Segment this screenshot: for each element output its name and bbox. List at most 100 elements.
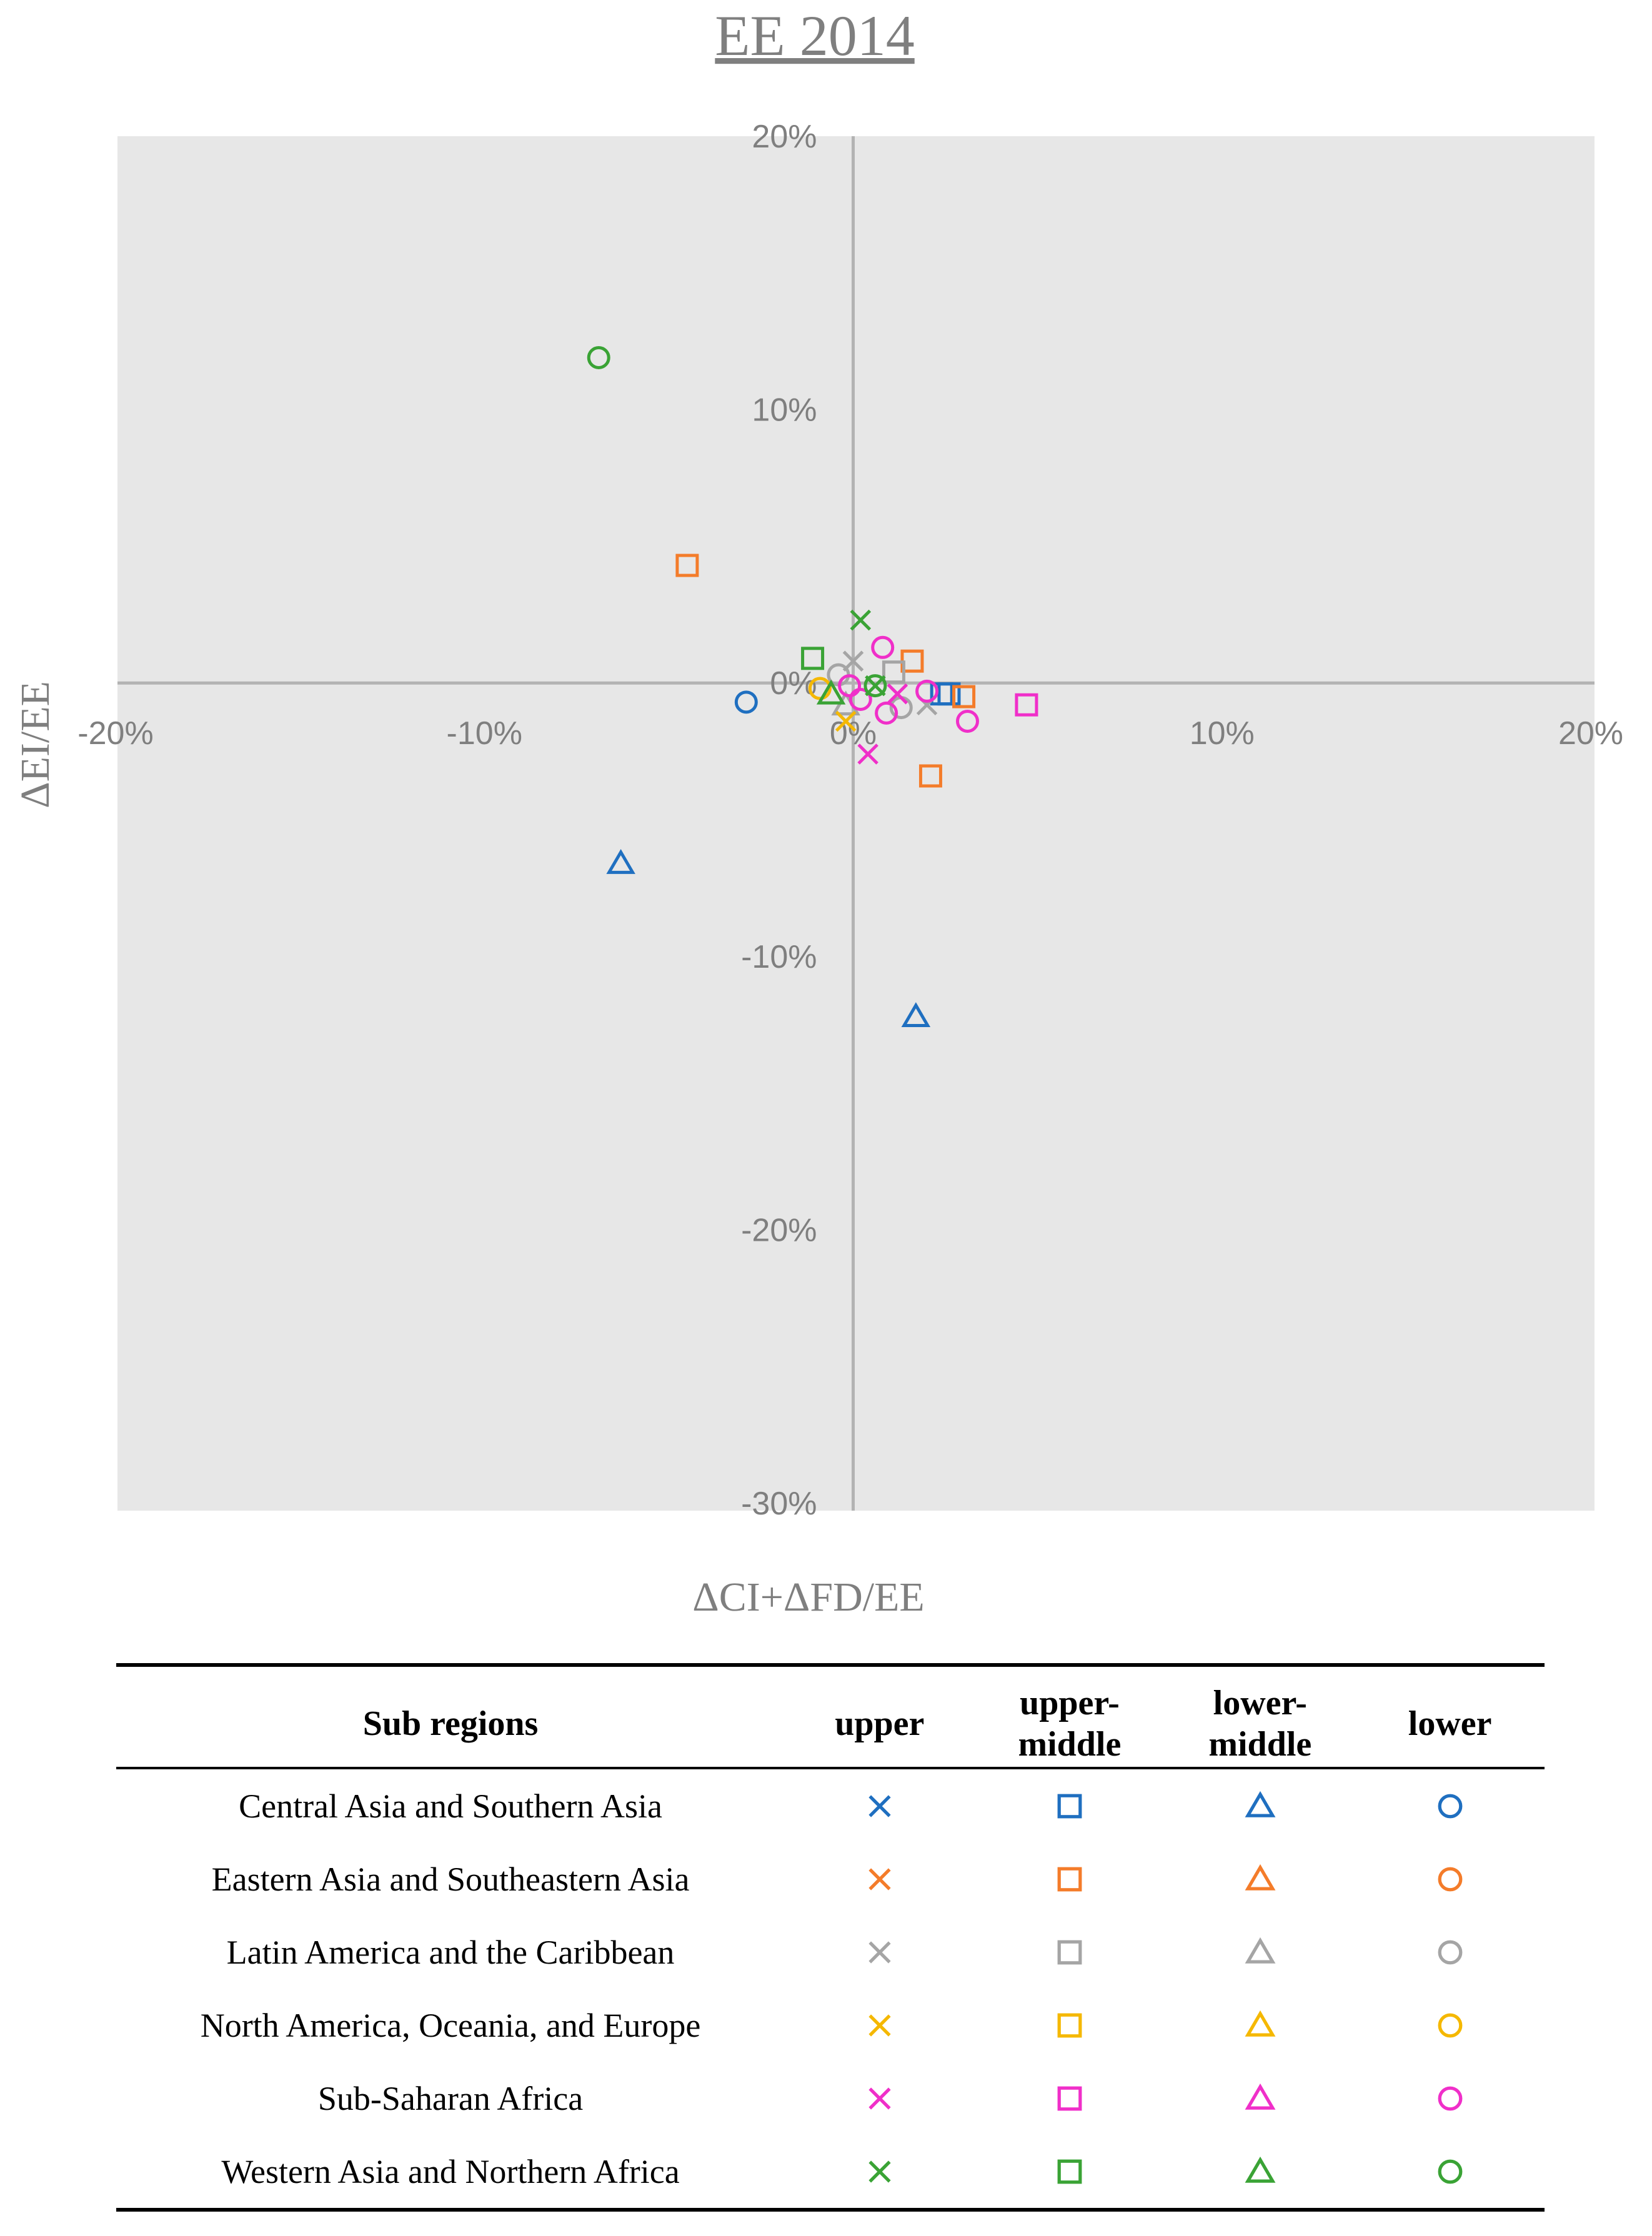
triangle-marker-icon: [1245, 1937, 1276, 1964]
legend-square-marker: [1057, 1794, 1082, 1818]
data-point-square: [801, 647, 825, 670]
legend-row: Western Asia and Northern Africa: [116, 2135, 1545, 2210]
legend-marker-cell: [1165, 1989, 1355, 2062]
legend-x-marker: [868, 2014, 891, 2037]
legend-marker-cell: [1165, 2135, 1355, 2210]
legend-row: Sub-Saharan Africa: [116, 2062, 1545, 2135]
x-tick-label: -10%: [447, 715, 522, 752]
data-point-circle: [734, 690, 758, 714]
data-point-x: [850, 609, 872, 631]
data-point-square: [952, 685, 976, 708]
legend-marker-cell: [1165, 2062, 1355, 2135]
data-point-circle: [863, 674, 887, 698]
legend-marker-cell: [1355, 1768, 1545, 1842]
legend-marker-cell: [974, 2062, 1165, 2135]
x-tick-label: -20%: [77, 715, 153, 752]
x-marker-icon: [868, 1940, 891, 1964]
square-marker-icon: [1057, 1940, 1082, 1964]
axes-layer: [117, 136, 1595, 1511]
legend-square-marker: [1057, 2086, 1082, 2110]
data-points-layer: [587, 345, 1038, 1027]
triangle-marker-icon: [1245, 2010, 1276, 2037]
data-point-circle: [848, 687, 872, 711]
y-tick-label: -20%: [741, 1212, 817, 1248]
square-marker-icon: [1057, 2086, 1082, 2110]
legend-marker-cell: [974, 1768, 1165, 1842]
chart-title: EE 2014: [715, 4, 914, 67]
x-marker-icon: [868, 2014, 891, 2037]
legend-x-marker: [868, 1794, 891, 1817]
data-point-square: [918, 764, 942, 788]
legend-marker-cell: [974, 1842, 1165, 1916]
circle-marker-icon: [1438, 1794, 1463, 1818]
legend-square-marker: [1057, 2159, 1082, 2184]
legend-square-marker: [1057, 2013, 1082, 2037]
legend-circle-marker: [1438, 2159, 1463, 2184]
data-point-x: [857, 743, 878, 765]
circle-marker-icon: [1438, 2013, 1463, 2037]
header-upper-middle-line2: middle: [1018, 1725, 1122, 1764]
legend-circle-marker: [1438, 2013, 1463, 2037]
legend-row: Latin America and the Caribbean: [116, 1916, 1545, 1989]
header-upper: upper: [835, 1704, 925, 1743]
data-point-triangle: [901, 1002, 931, 1027]
y-tick-label: 0%: [770, 665, 817, 702]
data-point-circle: [838, 674, 862, 698]
legend-square-marker: [1057, 1940, 1082, 1964]
data-point-triangle: [606, 849, 635, 874]
legend-marker-cell: [1355, 1842, 1545, 1916]
legend-marker-cell: [785, 2062, 974, 2135]
header-sub-regions: Sub regions: [362, 1704, 539, 1743]
legend-marker-cell: [1355, 1989, 1545, 2062]
header-upper-middle-line1: upper-: [1020, 1684, 1120, 1722]
x-marker-icon: [868, 2087, 891, 2110]
legend-row: Eastern Asia and Southeastern Asia: [116, 1842, 1545, 1916]
y-tick-label: -30%: [741, 1486, 817, 1522]
header-upper-middle: upper-middle: [974, 1665, 1165, 1768]
header-lower-middle-line2: middle: [1208, 1725, 1312, 1764]
legend-marker-cell: [1355, 1916, 1545, 1989]
legend-triangle-marker: [1245, 1791, 1276, 1817]
data-point-square: [675, 554, 699, 577]
data-point-square: [937, 682, 961, 706]
x-marker-icon: [868, 1794, 891, 1817]
legend-x-marker: [868, 2160, 891, 2183]
legend-circle-marker: [1438, 1867, 1463, 1891]
data-point-triangle: [816, 679, 846, 705]
y-axis-title: ΔEI/EE: [12, 681, 58, 808]
y-tick-label: -10%: [741, 939, 817, 975]
legend-marker-cell: [1165, 1916, 1355, 1989]
legend-row: Central Asia and Southern Asia: [116, 1768, 1545, 1842]
legend-triangle-marker: [1245, 1864, 1276, 1891]
data-point-square: [1015, 693, 1038, 717]
legend-x-marker: [868, 1940, 891, 1964]
legend-body: Central Asia and Southern Asia Eastern As…: [116, 1768, 1545, 2210]
legend-circle-marker: [1438, 1794, 1463, 1818]
scatter-chart: EE 2014 -20% -10% 0% 10% 20%20%10%0%-10%-20%…: [12, 4, 1623, 1620]
data-point-square: [882, 660, 905, 684]
header-lower: lower: [1408, 1704, 1492, 1743]
triangle-marker-icon: [1245, 2156, 1276, 2183]
x-marker-icon: [868, 1867, 891, 1891]
x-tick-label: 20%: [1558, 715, 1623, 752]
legend-triangle-marker: [1245, 2083, 1276, 2110]
legend-region-label: North America, Oceania, and Europe: [200, 2006, 701, 2044]
legend-triangle-marker: [1245, 1937, 1276, 1964]
data-point-circle: [875, 701, 898, 725]
legend-marker-cell: [785, 2135, 974, 2210]
legend-triangle-marker: [1245, 2156, 1276, 2183]
legend-x-marker: [868, 1867, 891, 1891]
data-point-x: [835, 710, 857, 732]
legend-square-marker: [1057, 1867, 1082, 1891]
legend-marker-cell: [1165, 1842, 1355, 1916]
header-lower-middle-line1: lower-: [1213, 1684, 1307, 1722]
circle-marker-icon: [1438, 1867, 1463, 1891]
circle-marker-icon: [1438, 2159, 1463, 2184]
legend-marker-cell: [1355, 2135, 1545, 2210]
triangle-marker-icon: [1245, 2083, 1276, 2110]
x-tick-label: 0%: [830, 715, 877, 752]
square-marker-icon: [1057, 1867, 1082, 1891]
data-point-circle: [955, 709, 979, 733]
triangle-marker-icon: [1245, 1791, 1276, 1817]
circle-marker-icon: [1438, 2086, 1463, 2110]
